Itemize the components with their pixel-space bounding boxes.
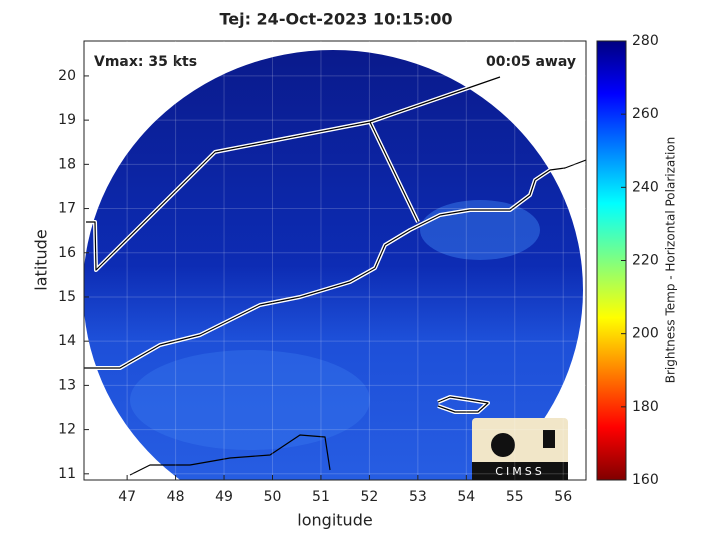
y-tick-label: 17 — [58, 201, 76, 217]
axes-frame — [83, 40, 587, 481]
colorbar-tick-label: 260 — [632, 106, 659, 122]
x-tick-label: 47 — [118, 489, 136, 505]
time-away-label: 00:05 away — [486, 54, 576, 70]
colorbar-label: Brightness Temp - Horizontal Polarizatio… — [664, 137, 678, 384]
x-axis-label: longitude — [297, 511, 372, 530]
y-tick-label: 12 — [58, 422, 76, 438]
title: Tej: 24-Oct-2023 10:15:00 — [219, 10, 452, 29]
y-tick-label: 16 — [58, 245, 76, 261]
colorbar-tick-label: 280 — [632, 33, 659, 49]
coastlines — [84, 75, 586, 476]
x-tick-label: 54 — [457, 489, 475, 505]
colorbar-tick-label: 240 — [632, 179, 659, 195]
logo: CIMSS — [472, 418, 568, 480]
x-tick-label: 56 — [554, 489, 572, 505]
x-tick-label: 53 — [409, 489, 427, 505]
colorbar-tick-label: 220 — [632, 253, 659, 269]
y-tick-label: 14 — [58, 333, 76, 349]
x-tick-label: 52 — [360, 489, 378, 505]
colorbar-tick-label: 200 — [632, 326, 659, 342]
x-tick-label: 55 — [506, 489, 524, 505]
vmax-label: Vmax: 35 kts — [94, 54, 197, 70]
x-tick-label: 50 — [264, 489, 282, 505]
y-tick-label: 18 — [58, 156, 76, 172]
x-tick-label: 49 — [215, 489, 233, 505]
y-axis-label: latitude — [32, 229, 51, 290]
y-tick-label: 15 — [58, 289, 76, 305]
y-tick-label: 20 — [58, 68, 76, 84]
colorbar-tick-label: 160 — [632, 472, 659, 488]
logo-text: CIMSS — [495, 465, 544, 478]
x-tick-label: 51 — [312, 489, 330, 505]
warm-region — [130, 350, 370, 450]
map-layer — [84, 50, 586, 480]
y-tick-label: 13 — [58, 377, 76, 393]
y-tick-label: 11 — [58, 466, 76, 482]
x-tick-label: 48 — [167, 489, 185, 505]
y-tick-label: 19 — [58, 112, 76, 128]
colorbar-tick-label: 180 — [632, 399, 659, 415]
